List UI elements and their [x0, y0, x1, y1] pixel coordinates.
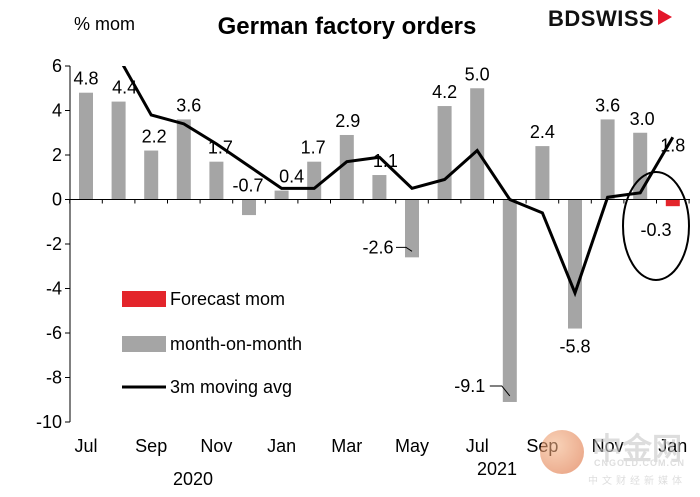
bar-mom	[79, 92, 93, 200]
data-label: 2.4	[530, 122, 555, 142]
bar-mom	[600, 119, 615, 200]
bar-mom	[209, 161, 224, 200]
data-label: 4.4	[112, 78, 137, 98]
data-label: -5.8	[559, 337, 590, 357]
y-tick-label: -8	[46, 368, 62, 388]
y-axis-label: % mom	[74, 14, 135, 34]
watermark-url: CNGOLD.COM.CN	[594, 458, 685, 468]
bar-forecast	[665, 199, 680, 207]
bar-mom	[535, 146, 550, 200]
line-3m-moving-avg	[121, 66, 675, 298]
bar-mom	[502, 199, 517, 402]
data-label: 0.4	[279, 167, 304, 187]
bar-mom	[242, 199, 256, 216]
y-tick-label: -2	[46, 234, 62, 254]
bar-mom	[568, 199, 582, 329]
legend-swatch-forecast	[122, 291, 166, 307]
data-label: 5.0	[465, 64, 490, 84]
bar-mom	[470, 88, 485, 200]
legend-label: month-on-month	[170, 334, 302, 354]
label-leader-line	[489, 385, 511, 397]
x-tick-label: Jan	[658, 436, 687, 456]
bar-mom	[144, 150, 159, 200]
bar-mom	[307, 161, 322, 200]
data-label: 2.2	[142, 127, 167, 147]
x-tick-label: Jul	[74, 436, 97, 456]
x-tick-label: Mar	[331, 436, 362, 456]
legend-swatch-mom	[122, 336, 166, 352]
bar-mom	[176, 119, 191, 200]
bar-mom	[111, 101, 126, 200]
y-tick-label: 4	[52, 101, 62, 121]
y-tick-label: -6	[46, 323, 62, 343]
x-tick-label: Jan	[267, 436, 296, 456]
data-label: 1.8	[660, 135, 685, 155]
watermark-subtitle: 中文财经新媒体	[588, 476, 686, 487]
cngold-watermark: 中金网 CNGOLD.COM.CN 中文财经新媒体	[540, 424, 700, 494]
bar-mom	[633, 132, 648, 200]
bar-mom	[405, 199, 419, 258]
data-label: 4.2	[432, 82, 457, 102]
year-label: 2021	[477, 459, 517, 479]
chart-title: German factory orders	[218, 13, 477, 40]
data-label: 3.6	[176, 95, 201, 115]
data-label: 1.7	[301, 138, 326, 158]
watermark-cn-text: 中金网	[592, 432, 682, 467]
year-label: 2020	[173, 469, 213, 489]
data-label: 3.0	[630, 109, 655, 129]
x-tick-label: May	[395, 436, 429, 456]
label-leader-line	[396, 246, 413, 252]
data-label: 1.1	[373, 151, 398, 171]
x-tick-label: Nov	[592, 436, 624, 456]
y-tick-label: 6	[52, 56, 62, 76]
data-label: 2.9	[335, 111, 360, 131]
bdswiss-logo: BDSWISS	[548, 6, 673, 32]
data-label: 3.6	[595, 95, 620, 115]
y-tick-label: -4	[46, 279, 62, 299]
cngold-logo-icon	[540, 430, 584, 474]
forecast-data-label: -0.3	[640, 220, 671, 240]
bar-mom	[339, 134, 354, 200]
y-tick-label: -10	[36, 412, 62, 432]
forecast-highlight-ellipse	[622, 171, 690, 281]
bar-mom	[437, 106, 452, 200]
brand-arrow-icon	[658, 9, 673, 25]
legend-label: 3m moving avg	[170, 377, 292, 397]
brand-name: BDSWISS	[548, 6, 655, 31]
y-tick-label: 0	[52, 190, 62, 210]
data-label: -0.7	[232, 176, 263, 196]
x-tick-label: Sep	[135, 436, 167, 456]
bar-mom	[372, 175, 387, 200]
data-label: -2.6	[362, 237, 393, 257]
data-label: -9.1	[454, 376, 485, 396]
y-tick-label: 2	[52, 145, 62, 165]
data-label: 1.7	[208, 138, 233, 158]
x-tick-label: Jul	[466, 436, 489, 456]
data-label: 4.8	[73, 69, 98, 89]
bar-mom	[274, 190, 289, 200]
legend-label: Forecast mom	[170, 289, 285, 309]
x-tick-label: Nov	[200, 436, 232, 456]
